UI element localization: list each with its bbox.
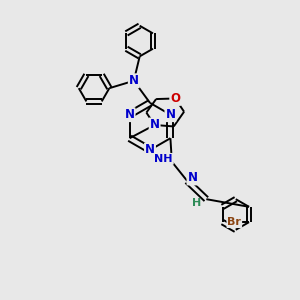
Text: N: N — [165, 108, 176, 121]
Text: N: N — [124, 108, 135, 121]
Text: O: O — [170, 92, 180, 105]
Text: Br: Br — [227, 217, 241, 227]
Text: NH: NH — [154, 154, 173, 164]
Text: H: H — [192, 198, 202, 208]
Text: N: N — [188, 172, 197, 184]
Text: N: N — [150, 118, 160, 131]
Text: N: N — [129, 74, 139, 87]
Text: N: N — [145, 143, 155, 157]
